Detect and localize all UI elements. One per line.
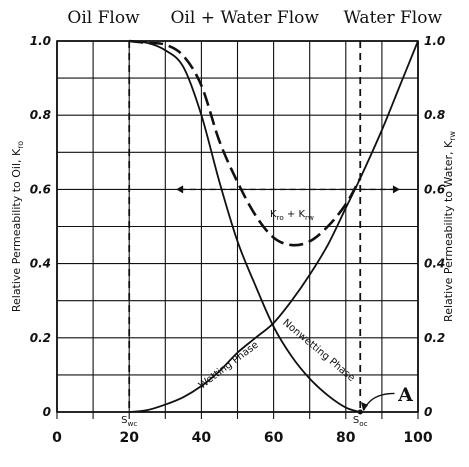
- series-line-kro-plus-krw: [129, 39, 362, 247]
- y-tick-label-right: 0.4: [424, 257, 445, 271]
- region-label: Oil + Water Flow: [171, 8, 320, 28]
- point-a-marker: [357, 409, 363, 415]
- y-tick-label-right: 1.0: [424, 34, 445, 48]
- y-tick-label-left: 0.6: [30, 182, 51, 196]
- x-tick-label: 40: [192, 430, 212, 446]
- point-a-arrowhead: [361, 402, 369, 411]
- y-tick-label-right: 0: [424, 405, 432, 419]
- y-axis-title-left: Relative Permeability to Oil, Kro: [10, 141, 25, 312]
- y-tick-label-left: 0: [43, 405, 51, 419]
- x-tick-label: 0: [52, 430, 62, 446]
- plot-frame: [56, 40, 419, 413]
- region-label: Water Flow: [343, 8, 442, 28]
- point-a-label: A: [397, 384, 413, 406]
- kro-plus-krw-label: Kro + Krw: [270, 209, 314, 222]
- soc-label: Soc: [353, 415, 368, 428]
- flow-range-arrow-right: [392, 185, 400, 194]
- point-a-arrow: [363, 392, 395, 411]
- y-tick-label-left: 0.2: [30, 331, 51, 345]
- y-tick-label-right: 0.2: [424, 331, 445, 345]
- swc-label: Swc: [121, 415, 137, 428]
- wetting-phase-label: Wetting Phase: [197, 339, 261, 391]
- flow-range-arrow-left: [176, 185, 184, 194]
- x-tick-label: 100: [403, 430, 432, 446]
- x-tick-label: 80: [336, 430, 356, 446]
- series-line-wetting: [129, 40, 419, 413]
- y-tick-label-left: 1.0: [30, 34, 51, 48]
- x-tick-label: 20: [119, 430, 139, 446]
- y-tick-label-left: 0.8: [30, 108, 51, 122]
- series-line-nonwetting: [129, 40, 361, 413]
- x-tick-label: 60: [264, 430, 284, 446]
- y-tick-label-right: 0.6: [424, 182, 445, 196]
- y-tick-label-left: 0.4: [30, 257, 51, 271]
- curves: [128, 39, 419, 415]
- y-tick-label-right: 0.8: [424, 108, 445, 122]
- region-label: Oil Flow: [67, 8, 140, 28]
- y-axis-title-right: Relative Permeability to Water, Krw: [442, 131, 457, 322]
